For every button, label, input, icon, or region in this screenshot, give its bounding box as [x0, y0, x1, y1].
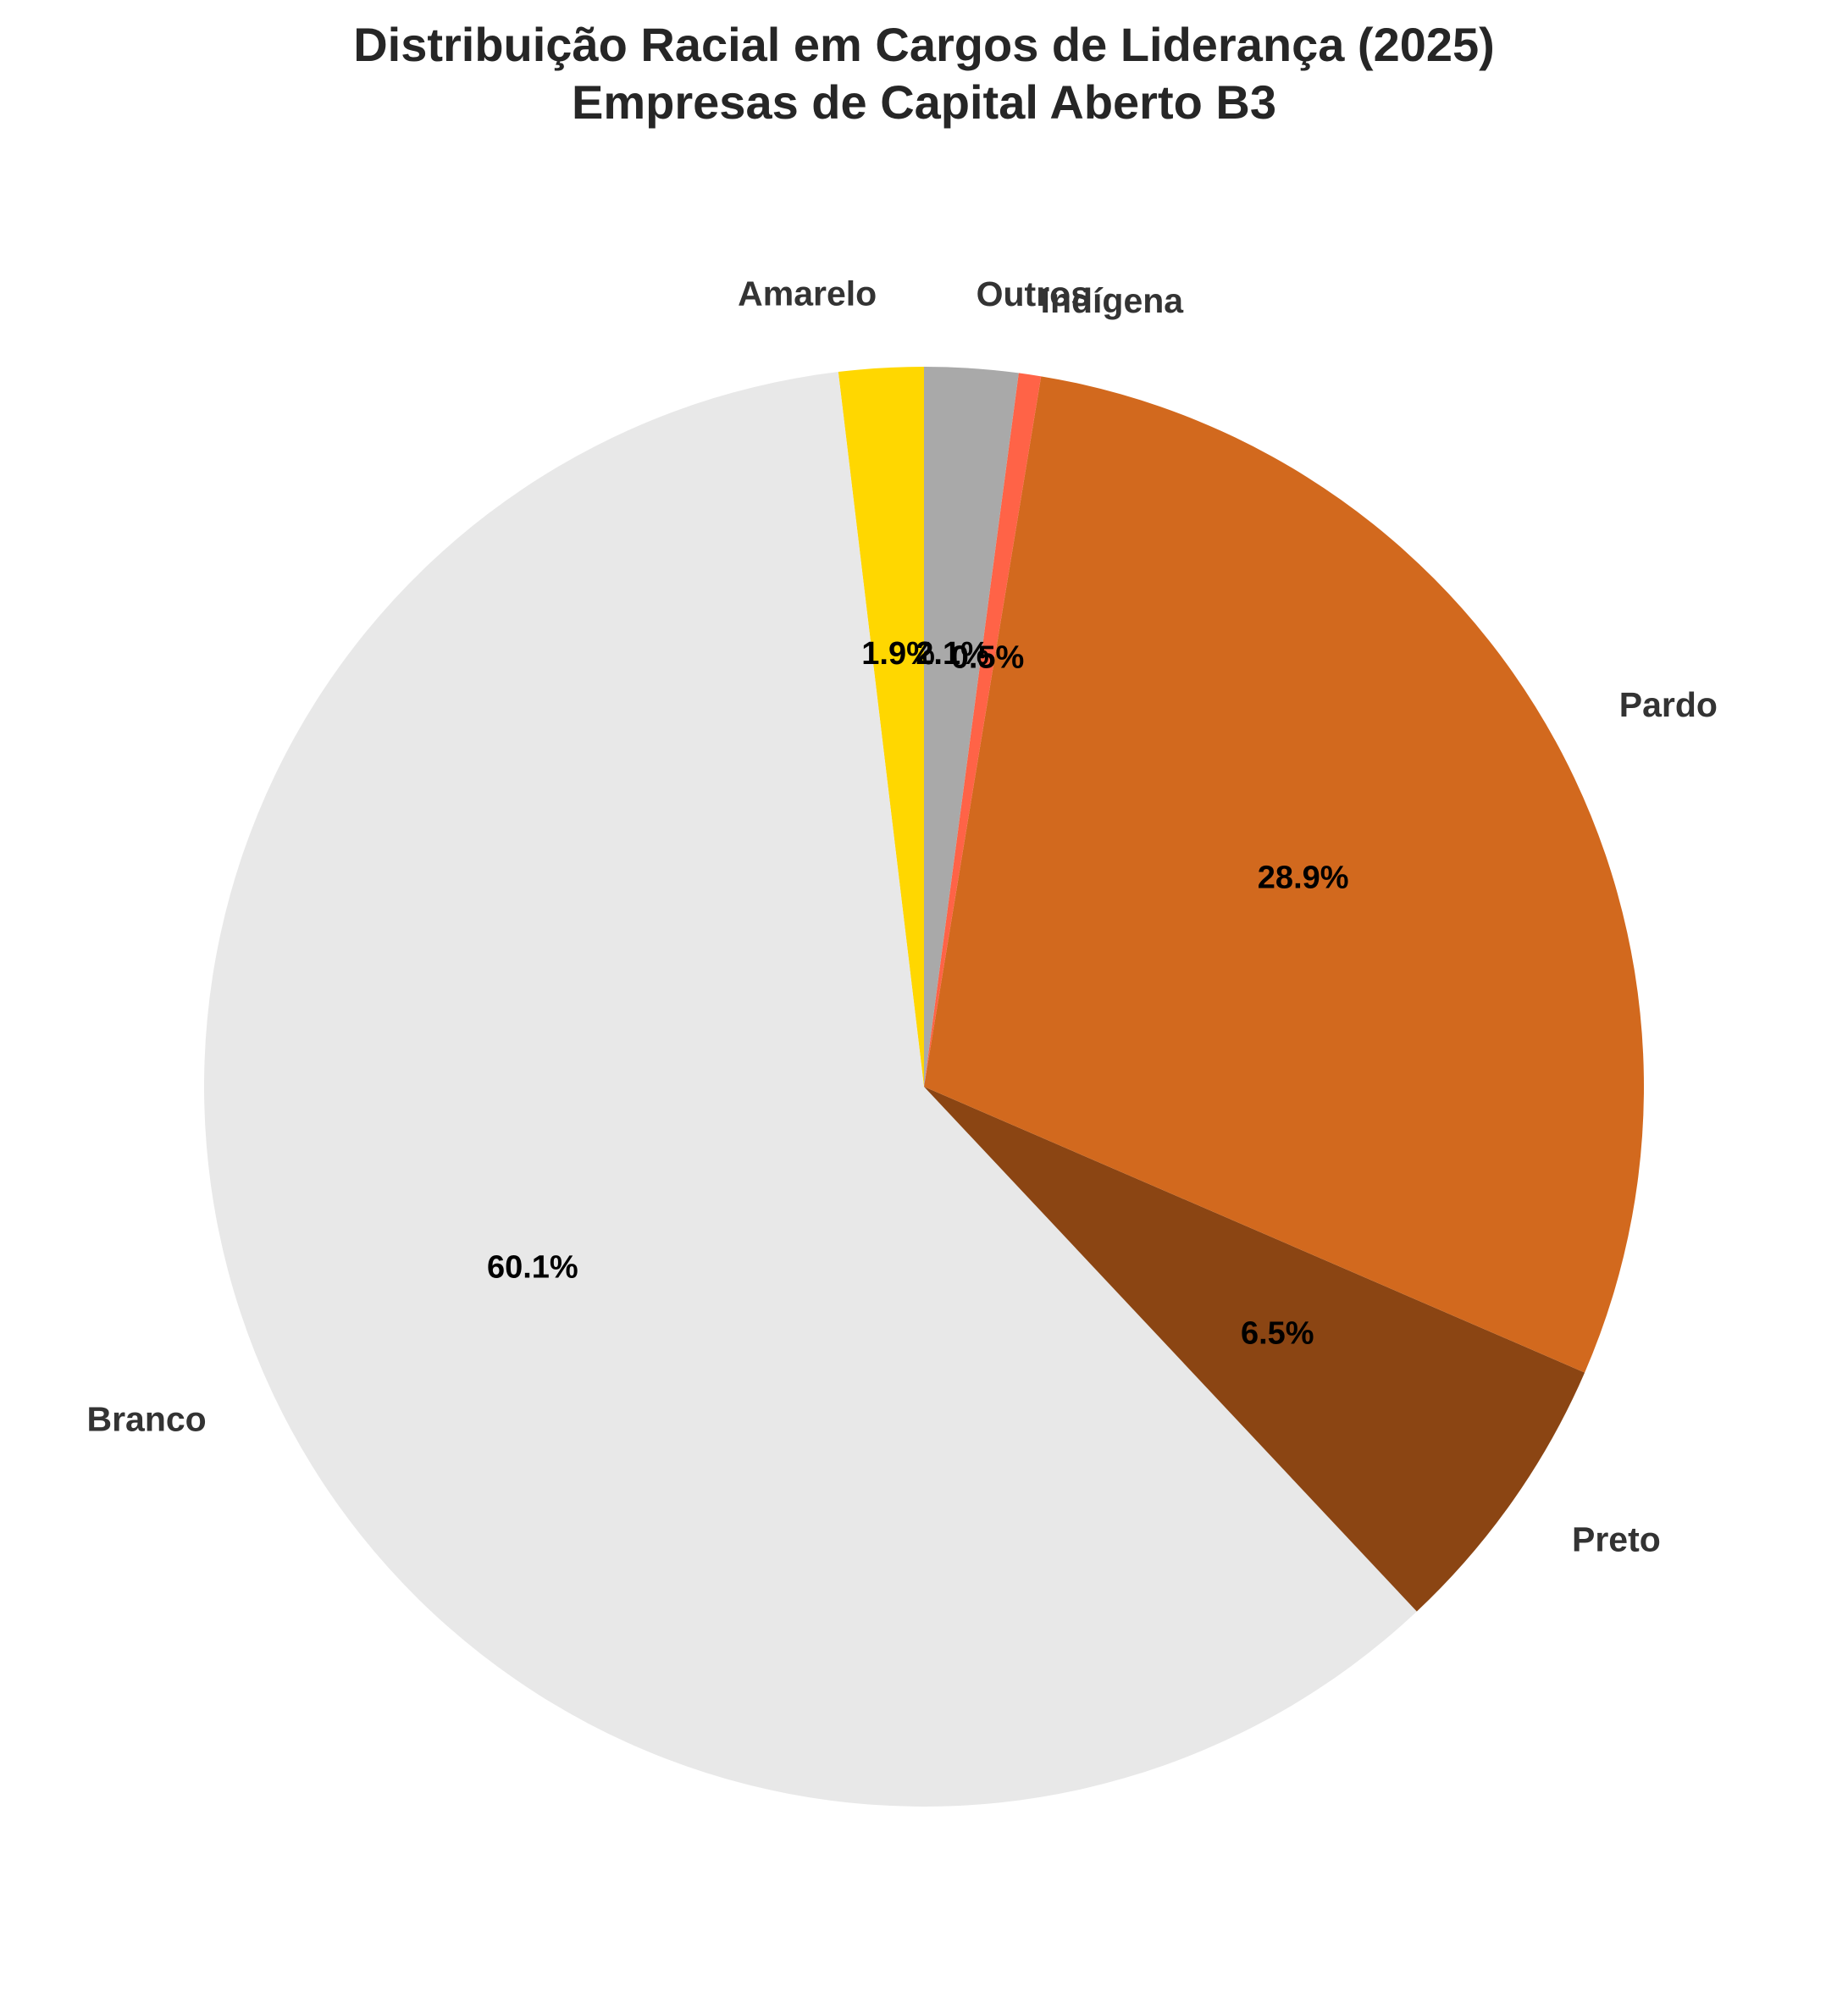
pie-slices — [203, 367, 1644, 1807]
pie-slice-outros — [924, 367, 1019, 1087]
percentage-label-preto: 6.5% — [1241, 1315, 1314, 1351]
category-label-pardo: Pardo — [1619, 685, 1718, 724]
percentage-label-branco: 60.1% — [487, 1250, 578, 1286]
percentage-labels: 1.9% 60.1% 6.5% 28.9% 0.5%2.1% — [487, 636, 1349, 1351]
percentage-label-indigena: 0.5% — [951, 640, 1025, 676]
chart-subtitle: Empresas de Capital Aberto B3 — [572, 75, 1276, 129]
category-label-branco: Branco — [86, 1399, 206, 1438]
category-label-preto: Preto — [1572, 1519, 1661, 1558]
pie-slice-branco — [203, 372, 1417, 1807]
category-label-amarelo: Amarelo — [738, 274, 877, 313]
pie-slice-amarelo — [838, 367, 924, 1087]
category-label-indigena: Indígena — [1041, 281, 1185, 320]
percentage-label-pardo: 28.9% — [1258, 861, 1349, 896]
category-label-outros: Outros — [977, 274, 1090, 313]
percentage-label-outros: 2.1% — [916, 636, 989, 672]
pie-slice-preto — [924, 1087, 1585, 1612]
pie-slice-indigena — [924, 373, 1042, 1087]
percentage-label-amarelo: 1.9% — [861, 636, 935, 672]
pie-slice-pardo — [924, 376, 1644, 1373]
chart-title: Distribuição Racial em Cargos de Lideran… — [353, 18, 1495, 71]
